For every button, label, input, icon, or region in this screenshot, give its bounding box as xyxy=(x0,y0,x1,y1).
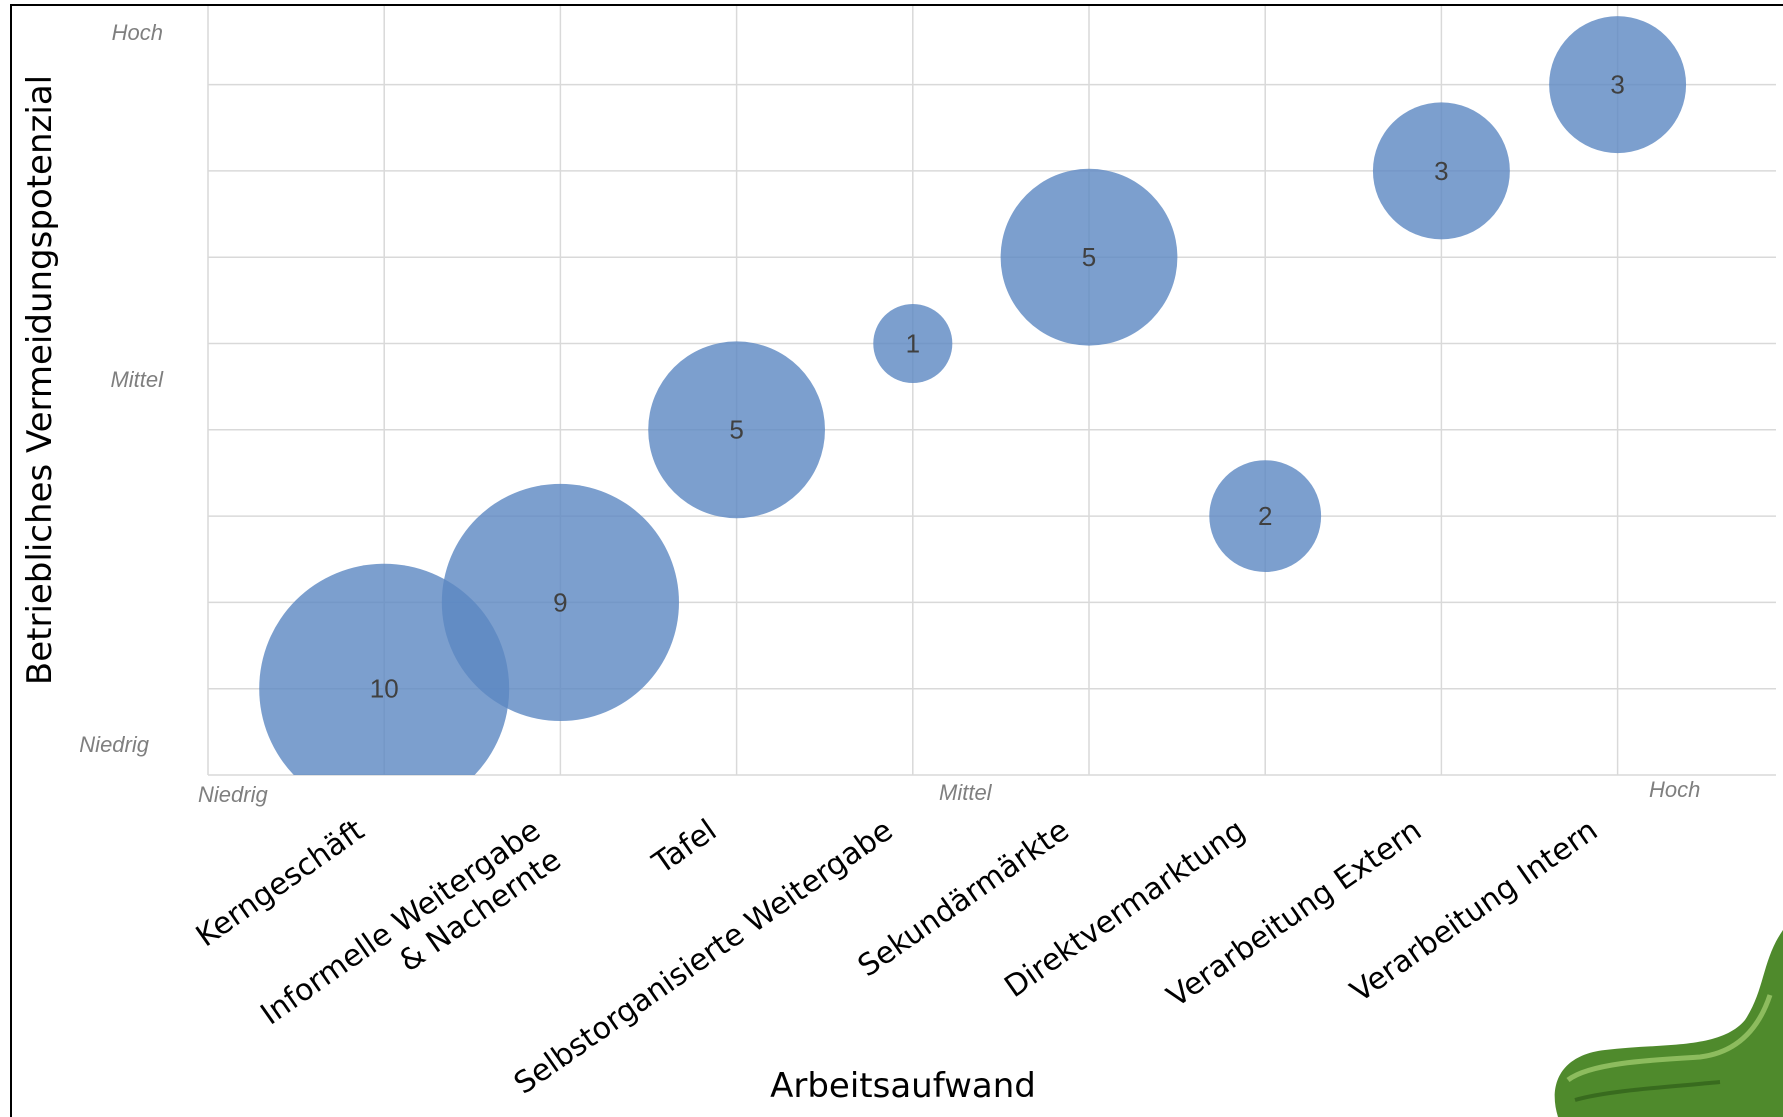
bubble-value-label: 1 xyxy=(906,328,920,358)
bubble-4 xyxy=(873,303,953,384)
x-tick-low: Niedrig xyxy=(198,782,268,807)
y-tick-mid: Mittel xyxy=(110,367,164,392)
x-tick-mid: Mittel xyxy=(939,780,993,805)
grid xyxy=(207,6,1776,776)
bubble-value-label: 5 xyxy=(1082,242,1096,272)
bubble-8 xyxy=(1549,16,1687,154)
chart-frame xyxy=(10,4,1783,1117)
cucumber-image xyxy=(1554,930,1783,1117)
x-category-label: Kerngeschäft xyxy=(190,813,371,954)
bubble-value-label: 3 xyxy=(1434,156,1448,186)
y-tick-high: Hoch xyxy=(112,20,163,45)
x-axis-title: Arbeitsaufwand xyxy=(770,1066,1036,1106)
bubble-value-label: 5 xyxy=(729,415,743,445)
x-category-label: Selbstorganisierte Weitergabe xyxy=(508,813,899,1102)
y-tick-low: Niedrig xyxy=(79,732,149,757)
bubbles xyxy=(259,16,1687,775)
bubble-6 xyxy=(1209,460,1322,573)
bubble-5 xyxy=(1000,168,1178,346)
bubble-3 xyxy=(648,341,825,519)
x-tick-high: Hoch xyxy=(1649,777,1700,802)
bubble-value-label: 2 xyxy=(1258,501,1272,531)
bubble-value-label: 9 xyxy=(553,587,567,617)
bubble-value-label: 3 xyxy=(1610,69,1624,99)
bubble-value-label: 10 xyxy=(370,674,399,704)
x-category-label: Tafel xyxy=(646,813,724,882)
bubble-7 xyxy=(1372,102,1510,240)
y-axis-title: Betriebliches Vermeidungspotenzial xyxy=(20,75,60,685)
bubble-2 xyxy=(441,483,679,721)
